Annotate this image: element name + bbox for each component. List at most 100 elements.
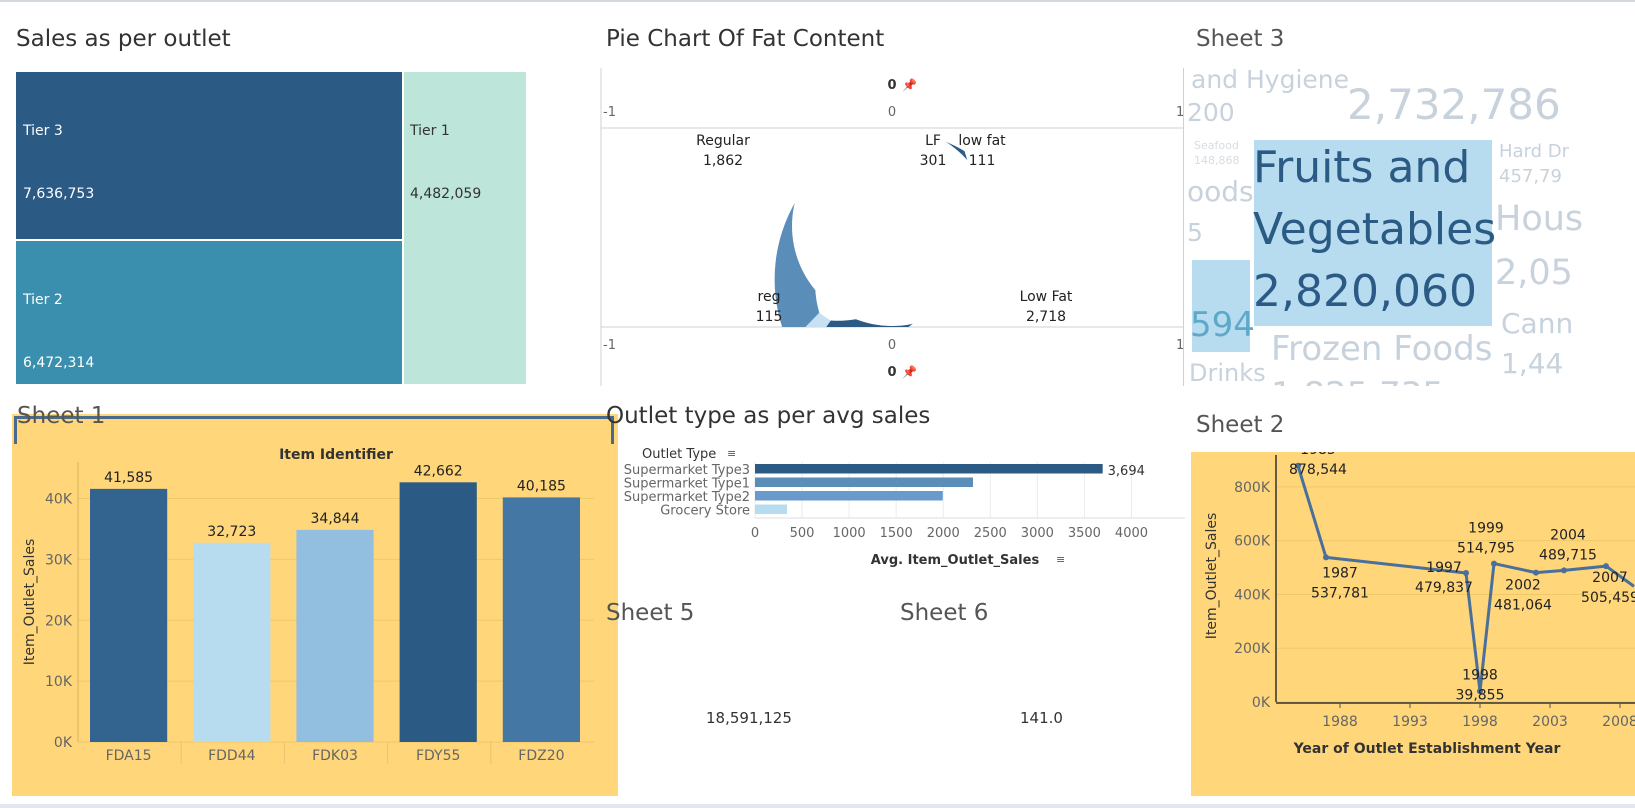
- word-cloud-word[interactable]: Frozen Foods: [1271, 329, 1493, 369]
- x-tick-label: 0: [751, 526, 759, 541]
- y-tick-label: 30K: [45, 552, 73, 568]
- sheet3-left-border: [1183, 68, 1184, 386]
- y-tick-label: 200K: [1234, 641, 1271, 657]
- sheet6-title: Sheet 6: [900, 600, 989, 626]
- sheet2-chart: 0K 200K 400K 600K 800K 1988 1993 1998 2003 2008 It…: [1191, 452, 1635, 796]
- point-value-label: 505,459: [1581, 590, 1635, 606]
- bar: [755, 477, 973, 487]
- point-value-label: 514,795: [1457, 541, 1515, 557]
- pie-value-lf: 301: [920, 153, 947, 169]
- point-year-label: 1985: [1300, 452, 1336, 458]
- pie-axis-bottom-label: 0: [887, 365, 896, 380]
- data-point: [1295, 462, 1301, 469]
- word-cloud-word[interactable]: and Hygiene: [1191, 65, 1349, 94]
- word-tile-blue: [1192, 260, 1250, 352]
- y-tick-label: 40K: [45, 492, 73, 508]
- word-cloud-word[interactable]: 200: [1187, 98, 1235, 127]
- data-point: [1491, 560, 1497, 567]
- bar: [90, 488, 168, 742]
- x-tick-label: FDY55: [416, 748, 460, 764]
- x-tick-label: 3500: [1068, 526, 1101, 541]
- word-cloud-word[interactable]: 2,820,060: [1253, 266, 1477, 317]
- pin-icon[interactable]: 📌: [902, 77, 917, 92]
- bar-value-label: 42,662: [414, 463, 463, 479]
- pie-title: Pie Chart Of Fat Content: [606, 26, 885, 52]
- treemap-tile-tier2[interactable]: Tier 2 6,472,314: [16, 241, 402, 384]
- pie-tick: 0: [888, 338, 896, 353]
- sales-outlet-title: Sales as per outlet: [16, 26, 231, 52]
- word-cloud-word[interactable]: 5: [1187, 218, 1203, 247]
- word-cloud-word[interactable]: 457,79: [1499, 166, 1562, 187]
- pin-icon[interactable]: 📌: [902, 364, 917, 379]
- pie-axis-top-label: 0: [887, 78, 896, 93]
- word-cloud-word[interactable]: 2,05: [1495, 253, 1573, 293]
- category-label: Supermarket Type2: [624, 490, 750, 505]
- bar: [296, 529, 374, 742]
- data-point: [1533, 569, 1539, 576]
- word-cloud-word[interactable]: 2,732,786: [1347, 80, 1561, 129]
- x-tick-label: 2000: [927, 526, 960, 541]
- pie-tick: 1: [1176, 105, 1184, 120]
- outlet-type-chart: Outlet Type ≡Supermarket Type3Supermarket…: [624, 447, 1185, 568]
- word-cloud-word[interactable]: Cann: [1501, 307, 1574, 340]
- word-cloud-word[interactable]: oods: [1187, 175, 1254, 208]
- y-tick-label: 400K: [1234, 587, 1271, 603]
- point-value-label: 479,837: [1415, 580, 1473, 596]
- bar-value-label: 32,723: [207, 524, 256, 540]
- word-cloud-word[interactable]: 1,44: [1501, 347, 1564, 380]
- pie-label-lf: LF: [925, 133, 941, 149]
- bar-value-label: 41,585: [104, 470, 153, 486]
- bar: [399, 482, 477, 742]
- word-cloud-word[interactable]: Fruits and: [1253, 142, 1471, 193]
- treemap-tile-tier3[interactable]: Tier 3 7,636,753: [16, 72, 402, 239]
- x-tick-label: 2500: [974, 526, 1007, 541]
- x-tick-label: 2003: [1532, 714, 1568, 730]
- x-tick-label: FDA15: [106, 748, 152, 764]
- sheet5-value: 18,591,125: [706, 709, 792, 727]
- x-tick-label: 1993: [1392, 714, 1428, 730]
- sheet3-title: Sheet 3: [1196, 26, 1285, 52]
- word-cloud-word[interactable]: Seafood: [1194, 139, 1239, 152]
- word-cloud-word[interactable]: 594: [1190, 305, 1255, 345]
- y-axis-title: Item_Outlet_Sales: [22, 539, 38, 666]
- pie-tick: 0: [888, 105, 896, 120]
- treemap-tile-tier1[interactable]: Tier 1 4,482,059: [404, 72, 526, 384]
- bar: [755, 504, 787, 514]
- tile-value: 7,636,753: [23, 186, 95, 202]
- bar-value-label: 34,844: [311, 511, 360, 527]
- slice-reg[interactable]: [789, 312, 831, 356]
- outlet-row-header: Outlet Type: [642, 447, 716, 462]
- x-tick-label: 500: [790, 526, 815, 541]
- word-cloud-word[interactable]: 148,868: [1194, 154, 1240, 167]
- bar: [755, 491, 943, 501]
- sheet1-title: Sheet 1: [17, 403, 106, 429]
- pie-tick: -1: [603, 105, 616, 120]
- word-cloud-word[interactable]: Hard Dr: [1499, 141, 1570, 162]
- bar-value-label: 3,694: [1108, 464, 1145, 479]
- word-cloud-word[interactable]: Vegetables: [1253, 204, 1497, 255]
- word-cloud-word[interactable]: Hous: [1495, 199, 1584, 239]
- data-point: [1561, 567, 1567, 574]
- word-cloud-word[interactable]: 1,825,735: [1271, 378, 1444, 386]
- point-value-label: 489,715: [1539, 547, 1597, 563]
- outlet-type-title: Outlet type as per avg sales: [606, 403, 931, 429]
- sheet5-title: Sheet 5: [606, 600, 695, 626]
- x-axis-title: Avg. Item_Outlet_Sales: [871, 553, 1040, 568]
- tile-label: Tier 3: [23, 123, 63, 139]
- sheet2-title: Sheet 2: [1196, 412, 1285, 438]
- category-label: Grocery Store: [660, 504, 750, 519]
- point-value-label: 481,064: [1494, 598, 1552, 614]
- y-tick-label: 0K: [1252, 695, 1271, 711]
- x-tick-label: 2008: [1602, 714, 1635, 730]
- pie-value-low-fat: 2,718: [1026, 309, 1066, 325]
- sheet6-value: 141.0: [1020, 709, 1063, 727]
- sort-icon: ≡: [1056, 553, 1065, 566]
- tile-label: Tier 2: [23, 292, 63, 308]
- word-cloud-word[interactable]: Drinks: [1189, 359, 1266, 386]
- point-year-label: 2002: [1505, 578, 1541, 594]
- y-tick-label: 10K: [45, 674, 73, 690]
- point-year-label: 1997: [1426, 560, 1462, 576]
- donut-hole: [792, 129, 992, 326]
- sheet1-header: Item Identifier: [279, 447, 393, 463]
- pie-value-reg: 115: [756, 309, 783, 325]
